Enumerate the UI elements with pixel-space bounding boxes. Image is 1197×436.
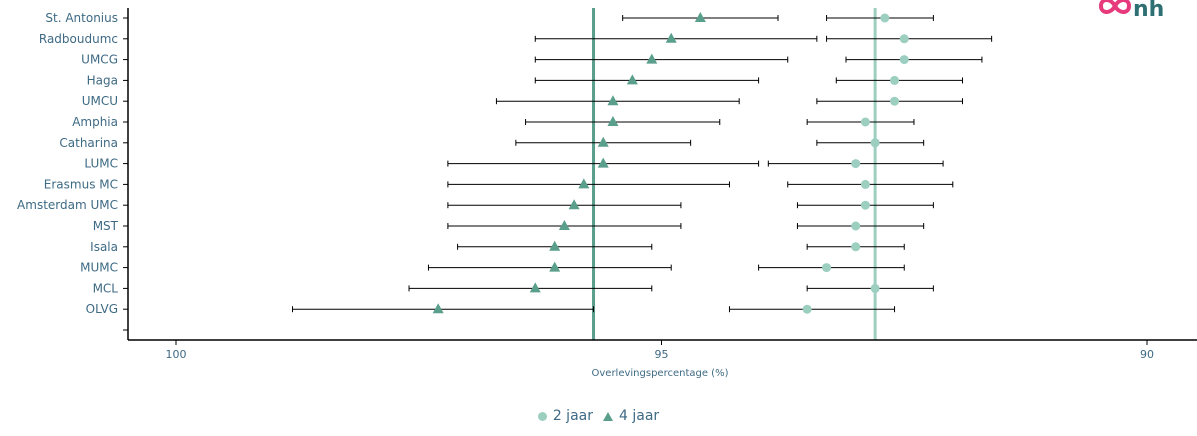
category-label: Isala xyxy=(90,240,118,254)
data-point-4jaar xyxy=(578,178,590,189)
category-label: Haga xyxy=(87,73,118,87)
category-label: Erasmus MC xyxy=(44,177,118,191)
logo-text: nh xyxy=(1133,0,1164,20)
data-point-4jaar xyxy=(597,157,609,168)
legend-item-4jaar: 4 jaar xyxy=(603,408,659,424)
data-point-2jaar xyxy=(851,221,861,231)
data-point-2jaar xyxy=(860,117,870,127)
data-point-2jaar xyxy=(851,159,861,169)
x-tick-label: 95 xyxy=(655,348,669,361)
data-point-4jaar xyxy=(694,12,706,22)
confidence-intervals xyxy=(292,15,993,313)
legend: 2 jaar 4 jaar xyxy=(0,408,1197,424)
category-label: Radboudumc xyxy=(39,32,118,46)
category-label: LUMC xyxy=(84,157,118,171)
data-point-4jaar xyxy=(607,116,619,126)
data-point-2jaar xyxy=(802,304,812,314)
data-point-2jaar xyxy=(851,242,861,252)
data-point-2jaar xyxy=(860,200,870,210)
data-point-2jaar xyxy=(890,75,900,85)
category-label: St. Antonius xyxy=(45,11,118,25)
logo: nh xyxy=(1098,0,1164,20)
circle-marker-icon xyxy=(537,411,547,421)
point-markers xyxy=(432,12,909,314)
data-point-4jaar xyxy=(597,136,609,147)
category-label: MUMC xyxy=(80,261,118,275)
data-point-4jaar xyxy=(549,240,561,251)
x-tick-label: 100 xyxy=(166,348,187,361)
category-label: Amsterdam UMC xyxy=(17,198,118,212)
data-point-2jaar xyxy=(880,13,890,23)
data-point-2jaar xyxy=(870,283,880,293)
category-label: Amphia xyxy=(72,115,118,129)
data-point-2jaar xyxy=(890,96,900,106)
category-label: OLVG xyxy=(86,302,118,316)
x-axis-title: Overlevingspercentage (%) xyxy=(592,368,729,379)
x-tick-label: 90 xyxy=(1140,348,1154,361)
legend-label: 4 jaar xyxy=(619,408,660,424)
data-point-4jaar xyxy=(568,199,580,210)
legend-item-2jaar: 2 jaar xyxy=(537,408,593,424)
forest-plot: St. Antonius Radboudumc UMCG Haga UMCU Amphia… xyxy=(17,8,1197,379)
category-label: MST xyxy=(93,219,119,233)
data-point-4jaar xyxy=(558,220,570,230)
category-label: Catharina xyxy=(59,136,118,150)
y-axis-labels: St. Antonius Radboudumc UMCG Haga UMCU Amphia… xyxy=(17,11,128,331)
category-label: UMCG xyxy=(81,53,118,67)
data-point-4jaar xyxy=(607,95,619,106)
category-label: MCL xyxy=(93,281,119,295)
legend-label: 2 jaar xyxy=(552,408,593,424)
data-point-4jaar xyxy=(432,303,444,314)
data-point-4jaar xyxy=(646,53,658,64)
x-axis-ticks: 10095908580 xyxy=(166,340,1154,361)
heart-loop-icon xyxy=(1098,0,1132,14)
data-point-2jaar xyxy=(860,179,870,189)
data-point-2jaar xyxy=(870,138,880,148)
reference-lines xyxy=(592,8,877,340)
axes xyxy=(127,8,1197,341)
data-point-2jaar xyxy=(899,55,909,65)
triangle-marker-icon xyxy=(603,411,613,421)
data-point-4jaar xyxy=(626,74,638,85)
data-point-4jaar xyxy=(529,282,541,293)
data-point-4jaar xyxy=(549,261,561,272)
category-label: UMCU xyxy=(82,94,118,108)
data-point-2jaar xyxy=(822,263,832,273)
data-point-4jaar xyxy=(665,32,677,43)
data-point-2jaar xyxy=(899,34,909,44)
